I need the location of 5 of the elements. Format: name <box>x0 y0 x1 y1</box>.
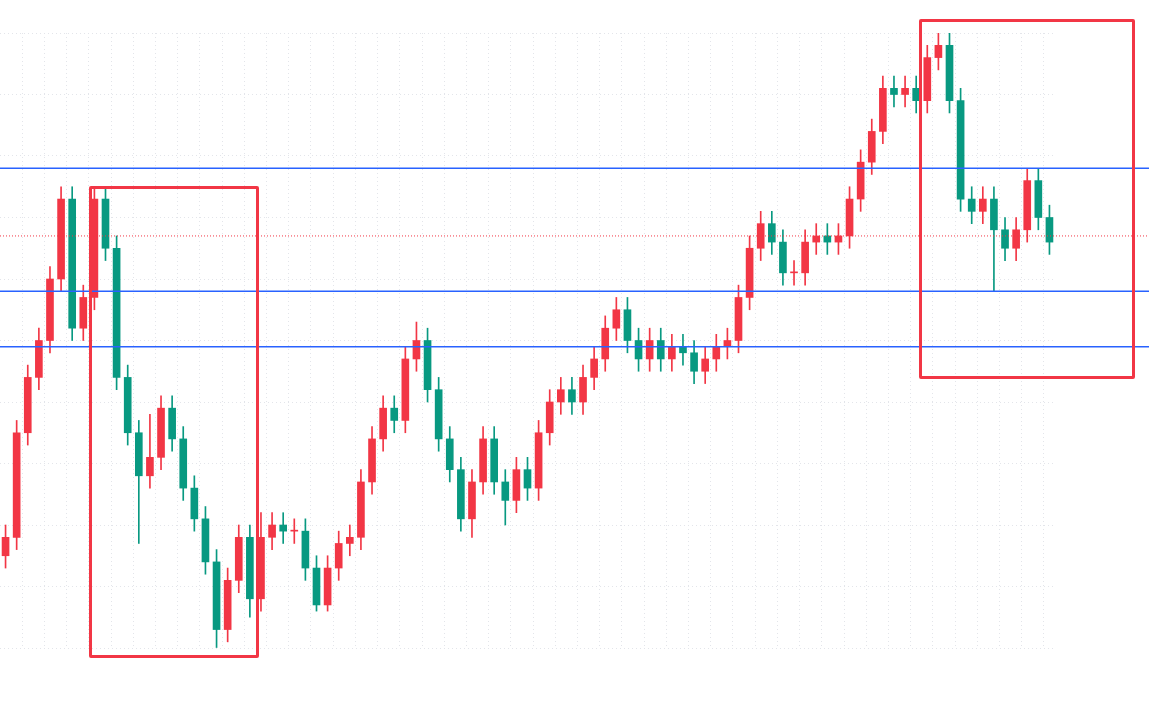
candlestick <box>890 75 898 108</box>
candlestick <box>901 75 909 108</box>
candlestick <box>279 512 288 544</box>
candlestick <box>679 334 687 366</box>
candlestick <box>345 524 354 557</box>
